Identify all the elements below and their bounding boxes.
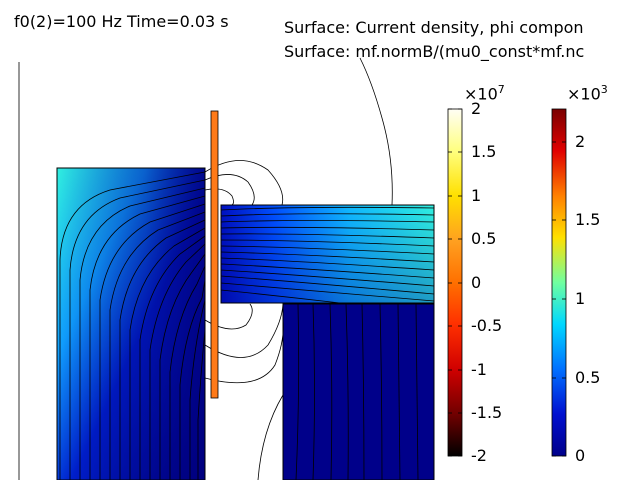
colorbar-field xyxy=(551,108,567,457)
colorbar-current-tick: -1.5 xyxy=(471,403,503,422)
field-lines-top xyxy=(220,206,435,304)
colorbar-current-tick: 0 xyxy=(471,273,482,292)
colorbar-field-tick: 0 xyxy=(575,446,586,465)
parameter-label: f0(2)=100 Hz Time=0.03 s xyxy=(14,12,229,31)
colorbar-current-tick: 1.5 xyxy=(471,142,497,161)
colorbar-current-tick: 0.5 xyxy=(471,229,497,248)
colorbar-field-tick: 1 xyxy=(575,289,586,308)
colorbar-field-tick: 0.5 xyxy=(575,368,601,387)
colorbar-current-tick: -1 xyxy=(471,360,487,379)
colorbar-field-tick: 1.5 xyxy=(575,210,601,229)
colorbar-current-tick: 1 xyxy=(471,186,482,205)
surface-title-1: Surface: Current density, phi compon xyxy=(284,18,584,37)
surface-title-2: Surface: mf.normB/(mu0_const*mf.nc xyxy=(284,42,585,61)
field-lines-bottom xyxy=(295,303,419,480)
field-lines-left xyxy=(59,171,206,480)
colorbar-field-tick: 2 xyxy=(575,132,586,151)
coil[interactable] xyxy=(210,110,219,399)
top-right-block[interactable] xyxy=(220,204,435,304)
colorbar-field-exponent: ×103 xyxy=(567,83,608,104)
bottom-right-block[interactable] xyxy=(282,303,435,480)
colorbar-current-exponent: ×107 xyxy=(464,83,505,104)
colorbar-current-tick: -0.5 xyxy=(471,316,503,335)
colorbar-current-tick: 2 xyxy=(471,99,482,118)
colorbar-current-tick: -2 xyxy=(471,446,487,465)
colorbar-current xyxy=(447,108,463,457)
field-lines-air xyxy=(204,57,393,480)
